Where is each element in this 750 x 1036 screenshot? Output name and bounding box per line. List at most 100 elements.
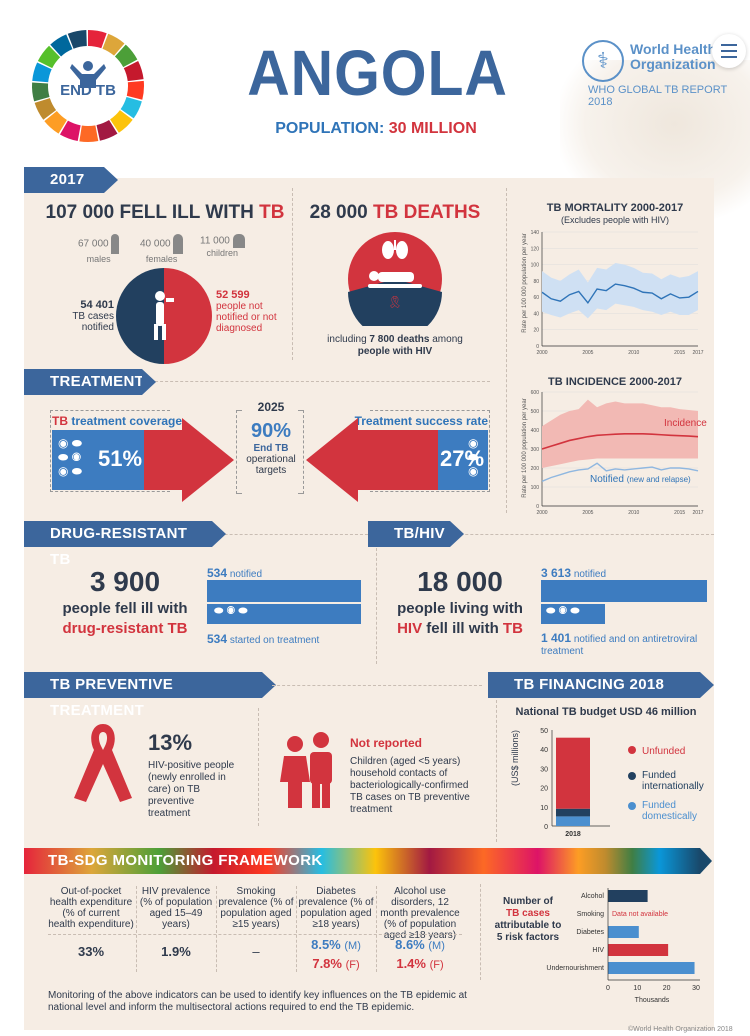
risk-factor-chart: Alcohol Smoking Data not available Diabetes… (546, 888, 700, 1004)
tbhiv-art-bar (541, 604, 605, 624)
fell-ill-title-text: 107 000 FELL ILL WITH (45, 202, 260, 223)
logo-ring-segment (79, 125, 99, 142)
tbhiv-line2-tb: TB (502, 620, 523, 637)
pie-not-notified-slice (164, 268, 212, 364)
target-note: operational targets (246, 454, 296, 476)
incidence-xtick-label: 2010 (628, 510, 639, 516)
mortality-uncertainty-band (542, 262, 698, 319)
report-title: WHO GLOBAL TB REPORT 2018 (588, 84, 727, 108)
budget-title-prefix: National TB budget USD (515, 706, 646, 718)
sdg-row-divider (48, 934, 462, 935)
legend-unfunded-label: Unfunded (642, 746, 686, 757)
section-tbhiv: TB/HIV (368, 521, 464, 547)
females-label: females (145, 254, 178, 264)
incidence-ytick-label: 300 (531, 447, 540, 453)
alcohol-male-value: 8.6% (395, 937, 425, 952)
children-value: 11 000 (200, 235, 230, 247)
coverage-label-text: treatment coverage (68, 414, 183, 428)
incidence-xtick-label: 2015 (674, 510, 685, 516)
logo-ring-segment (120, 96, 142, 119)
budget-bar-segment (556, 737, 590, 809)
incidence-ytick-label: 600 (531, 390, 540, 396)
notified-line (541, 462, 699, 482)
pie-notified-slice (116, 268, 164, 364)
incidence-chart-title: TB INCIDENCE 2000-2017 (548, 376, 682, 388)
legend-dom: Funded domestically (628, 800, 702, 822)
alcohol-male: 8.6% (M) (378, 936, 462, 955)
incidence-xtick-label: 2000 (536, 510, 547, 516)
logo-ring-segment (126, 80, 144, 100)
target-year: 2025 (257, 400, 285, 414)
risk-factor-label: HIV (592, 947, 604, 954)
success-value: 27% (440, 446, 485, 471)
notified-pie-chart (116, 268, 212, 364)
divider-sdg (480, 884, 481, 980)
drtb-pill-icons: ⬬ ◉ ⬬ (214, 605, 248, 617)
notified-value: 54 401 (80, 299, 114, 311)
preventive-pct-desc: HIV-positive people (newly enrolled in c… (148, 760, 235, 819)
mortality-xtick-label: 2000 (536, 350, 547, 356)
population-label: POPULATION: (275, 120, 385, 137)
diabetes-male: 8.5% (M) (298, 936, 374, 955)
tbhiv-notified-text: notified (573, 569, 607, 580)
population-line: POPULATION: 30 MILLION (236, 120, 516, 138)
logo-ring-segment (102, 33, 125, 56)
logo-ring-segment (34, 98, 57, 120)
risk-factor-bar (608, 944, 669, 956)
diabetes-female-value: 7.8% (312, 956, 342, 971)
risk-title-4: 5 risk factors (496, 932, 560, 943)
risk-xtick-label: 20 (663, 985, 671, 992)
not-notified-label: people not notified or not diagnosed (216, 301, 277, 334)
drtb-treated-label: 534 started on treatment (207, 632, 319, 646)
sdg-header-1: HIV prevalence (% of population aged 15–… (139, 886, 213, 930)
incidence-ytick-label: 500 (531, 409, 540, 415)
deaths-title-text: 28 000 (309, 202, 374, 223)
deaths-pie-chart: 🎗 (348, 232, 442, 326)
budget-ytick-label: 50 (540, 728, 548, 735)
mortality-ytick-label: 40 (533, 311, 539, 317)
red-ribbon-icon: 🎗 (387, 295, 402, 309)
success-bracket (370, 410, 490, 492)
coverage-value: 51% (98, 446, 143, 471)
notified-series-label-note: (new and relapse) (626, 475, 691, 484)
divider-financing (496, 700, 497, 842)
risk-title-1: Number of (503, 896, 553, 907)
risk-factor-bar (608, 962, 695, 974)
male-icon (111, 234, 120, 254)
logo-ring-segment (110, 110, 133, 133)
tbhiv-art-value: 1 401 (541, 631, 572, 645)
section-treatment: TREATMENT (24, 369, 156, 395)
diabetes-female: 7.8% (F) (298, 955, 374, 974)
logo-ring-segment (123, 61, 144, 82)
risk-xlabel: Thousands (635, 997, 670, 1004)
drtb-line2: drug-resistant TB (62, 620, 188, 637)
alcohol-f-label: (F) (429, 959, 444, 971)
drtb-notified-value: 534 (207, 566, 228, 580)
country-title: ANGOLA (247, 37, 508, 109)
risk-factor-bar (608, 890, 648, 902)
risk-factor-label: Undernourishment (546, 965, 604, 972)
sdg-value-alcohol: 8.6% (M) 1.4% (F) (378, 936, 462, 974)
tbhiv-line1: people living with (397, 600, 523, 617)
target-box: 2025 90% End TB operational targets (240, 400, 302, 476)
logo-ring-segment (32, 62, 52, 83)
notified-label: TB cases notified (72, 311, 114, 333)
budget-ytick-label: 30 (540, 766, 548, 773)
tbhiv-art-text: notified and on antiretroviral treatment (541, 634, 698, 657)
success-label: Treatment success rate (354, 414, 488, 428)
section-drtb: DRUG-RESISTANT TB (24, 521, 226, 568)
coverage-label: TB treatment coverage (52, 414, 182, 428)
deaths-note-value: 7 800 deaths (369, 334, 430, 345)
menu-button[interactable] (712, 34, 746, 68)
target-value: 90% (250, 420, 292, 442)
legend-intl-label: Funded internationally (642, 770, 704, 792)
mortality-chart-title: TB MORTALITY 2000-2017 (546, 202, 684, 214)
children-desc: Children (aged <5 years) household conta… (350, 756, 470, 815)
not-notified-callout: 52 599 people not notified or not diagno… (216, 290, 280, 335)
budget-ytick-label: 10 (540, 805, 548, 812)
mortality-line (541, 283, 699, 305)
mortality-ytick-label: 20 (533, 328, 539, 334)
section-sdg: TB-SDG MONITORING FRAMEWORK (48, 852, 323, 869)
tbhiv-big-value: 18 000 (417, 566, 503, 597)
drtb-notified-text: notified (229, 569, 263, 580)
